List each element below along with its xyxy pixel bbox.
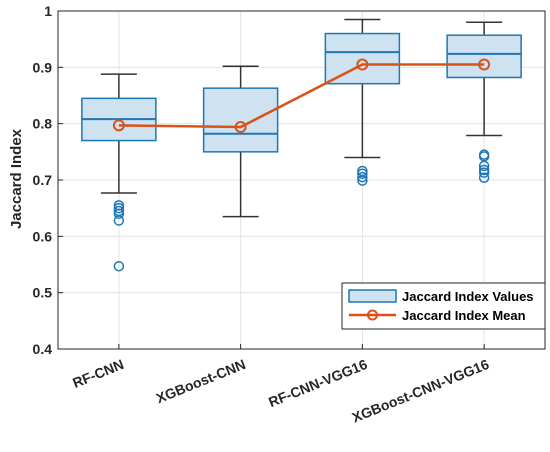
y-tick-label: 0.5 <box>33 285 53 301</box>
legend-marker-swatch <box>367 309 378 321</box>
mean-point <box>234 121 247 134</box>
y-tick-label: 0.4 <box>33 341 53 357</box>
mean-line-series <box>112 58 491 134</box>
legend: Jaccard Index Values Jaccard Index Mean <box>341 282 546 330</box>
mean-point <box>478 58 491 71</box>
y-tick-label: 0.6 <box>33 228 53 244</box>
outlier-point <box>357 171 368 183</box>
legend-label-mean: Jaccard Index Mean <box>402 308 526 323</box>
outlier-point <box>113 208 125 220</box>
outlier-point <box>113 202 125 214</box>
legend-box-swatch <box>348 289 397 303</box>
iqr-box <box>202 87 279 153</box>
mean-line <box>118 63 485 129</box>
y-tick-label: 0.8 <box>33 116 53 132</box>
y-tick-label: 1 <box>44 3 52 19</box>
y-tick-label: 0.9 <box>33 59 53 75</box>
outlier-point <box>478 167 490 178</box>
mean-point <box>112 119 125 132</box>
outlier-point <box>478 172 490 183</box>
outlier-point <box>357 168 368 180</box>
outlier-point <box>357 175 368 186</box>
outlier-point <box>478 164 490 176</box>
y-tick-label: 0.7 <box>33 172 53 188</box>
iqr-box <box>446 34 522 79</box>
outlier-point <box>113 215 125 226</box>
outlier-point <box>478 160 490 172</box>
mean-point <box>356 58 369 71</box>
box-plot-xgboost-cnn <box>202 65 279 218</box>
outlier-point <box>113 260 125 272</box>
legend-label-values: Jaccard Index Values <box>402 289 534 304</box>
y-axis-label: Jaccard Index <box>8 128 25 229</box>
